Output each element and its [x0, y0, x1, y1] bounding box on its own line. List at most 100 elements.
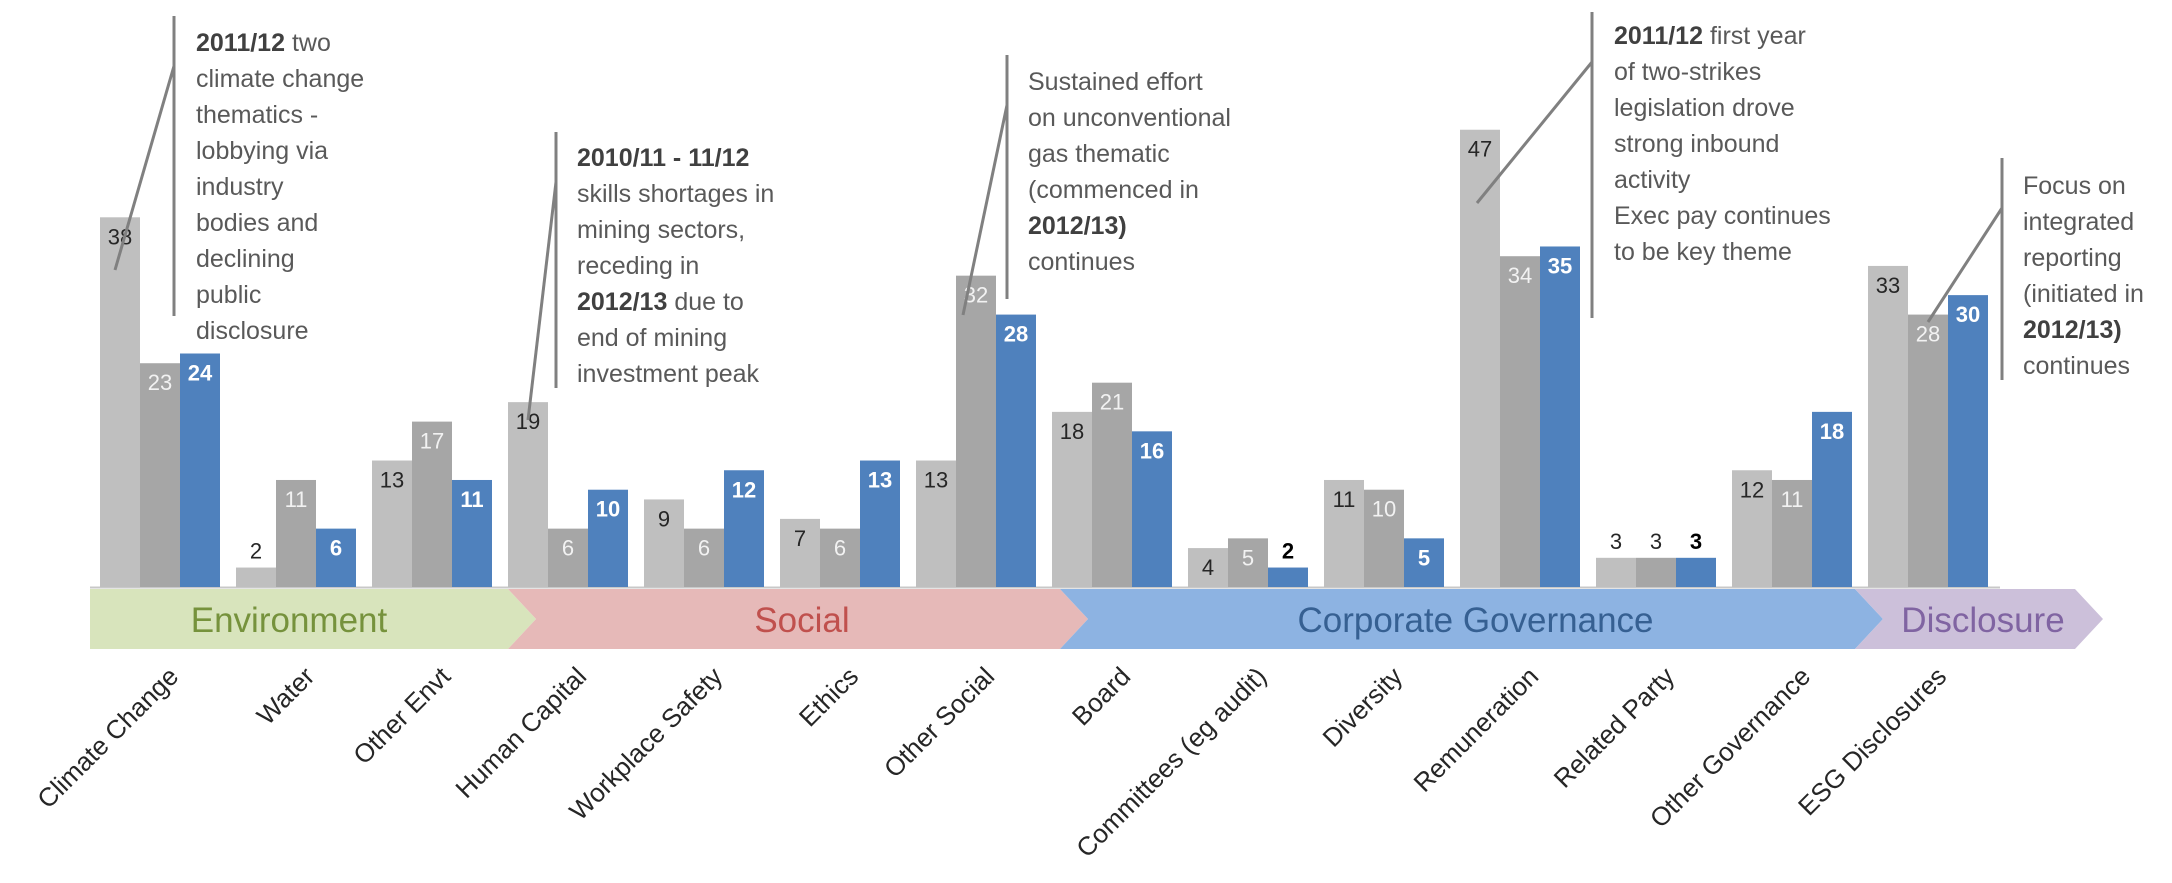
data-label: 3 — [1690, 529, 1702, 554]
bar — [724, 470, 764, 587]
group-label: Environment — [191, 601, 388, 640]
annotation-line: activity — [1614, 166, 1691, 194]
annotation-line: investment peak — [577, 360, 760, 388]
data-label: 12 — [732, 477, 756, 502]
bar — [1772, 479, 1812, 587]
data-label: 2 — [250, 539, 262, 564]
data-label: 21 — [1100, 390, 1124, 415]
bar — [236, 567, 276, 587]
annotation-line: legislation drove — [1614, 94, 1795, 122]
data-label: 28 — [1916, 322, 1940, 347]
bar — [140, 363, 180, 587]
data-label: 33 — [1876, 273, 1900, 298]
bar — [780, 518, 820, 587]
bar — [820, 528, 860, 587]
annotation-line: 2012/13) — [1028, 208, 1231, 244]
annotation-pointer — [961, 104, 1009, 316]
data-label: 6 — [698, 536, 710, 561]
bar — [1732, 470, 1772, 587]
annotation-line: public — [196, 281, 262, 309]
data-label: 5 — [1418, 545, 1430, 570]
bar — [1676, 557, 1716, 587]
category-label: Related Party — [1548, 661, 1681, 794]
bar — [1324, 479, 1364, 587]
data-label: 3 — [1610, 529, 1622, 554]
bar — [644, 499, 684, 587]
data-label: 4 — [1202, 555, 1214, 580]
annotation-line: receding in — [577, 252, 700, 280]
category-label: Climate Change — [31, 661, 184, 814]
bar — [1596, 557, 1636, 587]
annotation-line: 2011/12 first year — [1614, 22, 1806, 50]
annotation-line: industry — [196, 173, 284, 201]
bar — [1268, 567, 1308, 587]
annotation-line: 2010/11 - 11/12 — [577, 140, 774, 176]
annotation-line: Focus on — [2023, 172, 2126, 200]
annotation-emphasis: 2011/12 — [1614, 22, 1703, 50]
annotation-emphasis: 2012/13) — [1028, 212, 1127, 240]
data-label: 13 — [924, 468, 948, 493]
bar — [916, 460, 956, 587]
annotation-line: 2011/12 two — [196, 29, 331, 57]
data-label: 13 — [380, 468, 404, 493]
data-label: 6 — [562, 536, 574, 561]
annotation-line: end of mining — [577, 324, 728, 352]
bar — [684, 528, 724, 587]
annotation-line: 2012/13 due to — [577, 288, 744, 316]
bar — [1188, 548, 1228, 587]
category-label: Other Envt — [347, 660, 457, 770]
annotation-line: thematics - — [196, 101, 319, 129]
bar — [1228, 538, 1268, 587]
bar — [100, 217, 140, 587]
bar — [452, 479, 492, 587]
annotation-line: continues — [1028, 248, 1136, 276]
annotation-line: (commenced in — [1028, 176, 1199, 204]
bar — [1540, 246, 1580, 587]
bar — [956, 275, 996, 587]
annotation-line: reporting — [2023, 244, 2122, 272]
bar — [1500, 256, 1540, 587]
bar — [372, 460, 412, 587]
annotation-line: disclosure — [196, 317, 309, 345]
bar — [1132, 431, 1172, 587]
data-label: 11 — [1333, 487, 1356, 512]
data-label: 24 — [188, 361, 213, 386]
annotation-line: Sustained effort — [1028, 68, 1203, 96]
data-label: 3 — [1650, 529, 1662, 554]
annotation-emphasis: 2012/13) — [2023, 316, 2122, 344]
group-ribbon — [508, 589, 1088, 649]
bar — [1908, 314, 1948, 587]
data-label: 6 — [330, 536, 342, 561]
annotation-text: 2011/12 two climate change thematics - lobb… — [196, 25, 364, 349]
annotation-line: lobbying via — [196, 137, 329, 165]
annotation-line: declining — [196, 245, 295, 273]
data-label: 6 — [834, 536, 846, 561]
category-label: Human Capital — [449, 661, 592, 804]
data-label: 16 — [1140, 438, 1164, 463]
annotation-line: on unconventional — [1028, 104, 1231, 132]
annotation-text: Sustained effort on unconventional gas the… — [1028, 64, 1231, 280]
annotation-line: of two-strikes — [1614, 58, 1762, 86]
category-label: Water — [251, 661, 321, 731]
bar — [1948, 295, 1988, 587]
annotation-line: continues — [2023, 352, 2131, 380]
bar — [860, 460, 900, 587]
bar — [1364, 489, 1404, 587]
annotation-line: strong inbound — [1614, 130, 1780, 158]
data-label: 10 — [1372, 497, 1396, 522]
annotation-line: Exec pay continues — [1614, 202, 1831, 230]
annotation-line: to be key theme — [1614, 238, 1792, 266]
bar — [180, 353, 220, 587]
group-ribbon — [1855, 589, 2103, 649]
group-label: Corporate Governance — [1297, 601, 1653, 640]
bar — [1868, 265, 1908, 587]
bar — [1636, 557, 1676, 587]
bar — [1404, 538, 1444, 587]
bar — [1460, 129, 1500, 587]
bar — [588, 489, 628, 587]
annotation-line: integrated — [2023, 208, 2135, 236]
data-label: 11 — [460, 487, 483, 512]
data-label: 17 — [420, 429, 444, 454]
annotation-text: 2010/11 - 11/12 skills shortages in mining… — [577, 140, 774, 392]
